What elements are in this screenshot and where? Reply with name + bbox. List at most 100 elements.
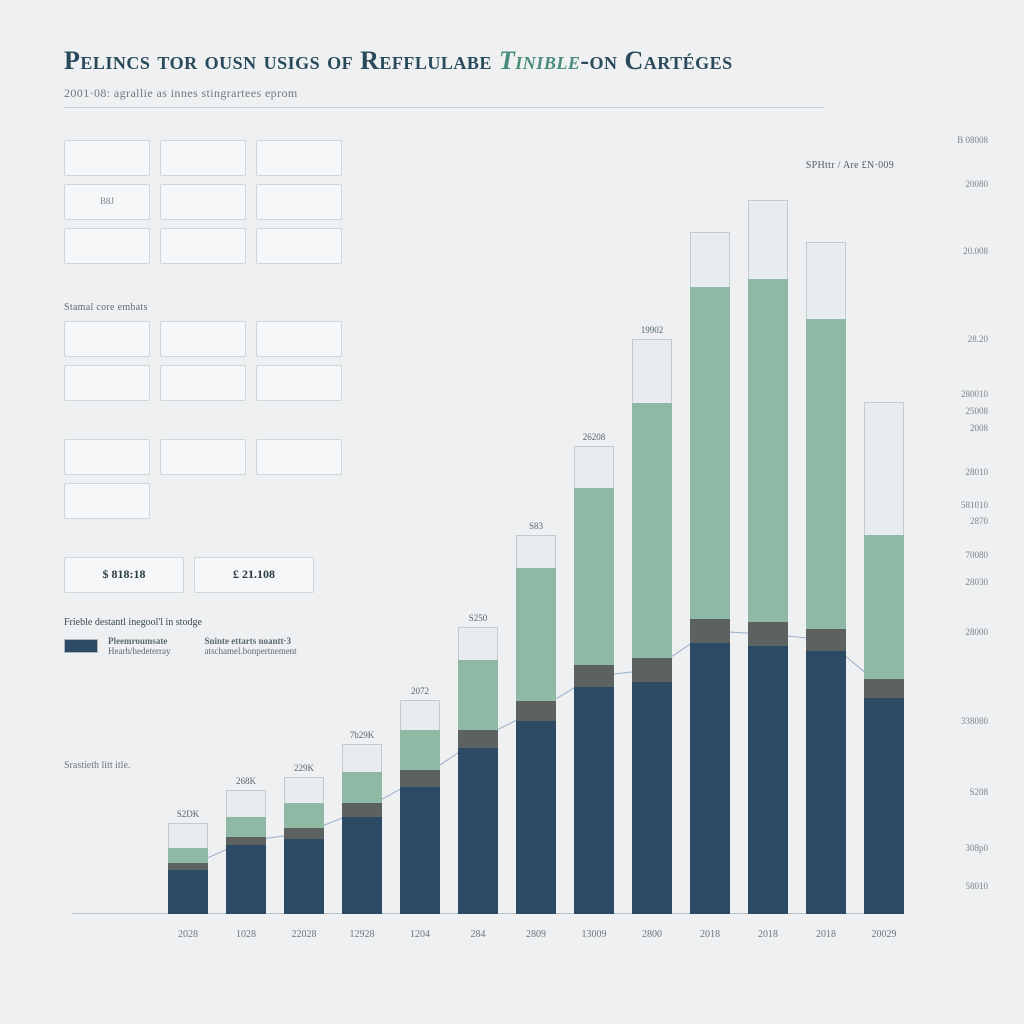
bar-segment: [748, 622, 788, 646]
bar: 229K22028: [284, 777, 324, 914]
x-axis-label: 2028: [156, 929, 220, 940]
bar-segment: [806, 651, 846, 914]
bar-value-label: S83: [512, 521, 560, 531]
bar-segment: [226, 845, 266, 914]
bar: 7b29K12928: [342, 744, 382, 914]
bar-cap: [516, 535, 556, 568]
bar-segment: [574, 488, 614, 665]
bar: 2620813009: [574, 446, 614, 914]
bar-cap: [632, 339, 672, 403]
bar-value-label: 2072: [396, 686, 444, 696]
bar-segment: [574, 665, 614, 687]
y-tick-label: 20080: [918, 179, 988, 189]
y-tick-label: 308p0: [918, 843, 988, 853]
y-tick-label: 20.008: [918, 246, 988, 256]
bar-segment: [690, 643, 730, 914]
bar-segment: [690, 287, 730, 619]
x-axis-label: 2018: [678, 929, 742, 940]
y-tick-label: 28000: [918, 627, 988, 637]
bar-cap: [284, 777, 324, 804]
bar-segment: [168, 848, 208, 863]
bar-segment: [400, 770, 440, 787]
y-tick-label: 58010: [918, 881, 988, 891]
bar-segment: [226, 837, 266, 846]
bar-cap: [864, 402, 904, 535]
bar-segment: [168, 870, 208, 914]
bar-cap: [806, 242, 846, 319]
bar-cap: [400, 700, 440, 731]
y-tick-label: 2008: [918, 423, 988, 433]
bar-segment: [864, 698, 904, 914]
bar-segment: [400, 730, 440, 770]
bar-segment: [806, 319, 846, 629]
bar: S2DK2028: [168, 823, 208, 914]
x-axis-label: 22028: [272, 929, 336, 940]
x-axis-label: 20029: [852, 929, 916, 940]
bar-segment: [458, 748, 498, 914]
bar-value-label: 19902: [628, 325, 676, 335]
x-axis-label: 12928: [330, 929, 394, 940]
chart-plot: S2DK2028268K1028229K220287b29K1292820721…: [72, 140, 904, 914]
bar-value-label: S2DK: [164, 809, 212, 819]
bar-value-label: 229K: [280, 763, 328, 773]
bar-segment: [284, 803, 324, 827]
bar-segment: [284, 828, 324, 839]
bar-cap: [574, 446, 614, 488]
bar-cap: [458, 627, 498, 660]
y-tick-label: 280010: [918, 389, 988, 399]
bar: 20721204: [400, 700, 440, 914]
title-part-a: Pelincs tor ousn usigs of Refflulabe: [64, 46, 499, 75]
x-axis-label: 13009: [562, 929, 626, 940]
bar-segment: [342, 772, 382, 803]
bar-segment: [690, 619, 730, 643]
y-axis: B 080082008020.00828.2028001025008200828…: [918, 140, 988, 914]
y-tick-label: B 08008: [918, 135, 988, 145]
bar-segment: [748, 279, 788, 622]
bar: S250284: [458, 627, 498, 914]
bar-segment: [226, 817, 266, 837]
x-axis-label: 2018: [736, 929, 800, 940]
bar: 2018: [748, 200, 788, 914]
bar: 2018: [690, 232, 730, 914]
y-tick-label: 28010: [918, 467, 988, 477]
bar-segment: [806, 629, 846, 651]
bar-segment: [516, 721, 556, 915]
chart-area: S2DK2028268K1028229K220287b29K1292820721…: [72, 140, 904, 954]
y-tick-label: 2870: [918, 516, 988, 526]
bar-segment: [342, 817, 382, 914]
title-divider: [64, 107, 824, 108]
x-axis-label: 2018: [794, 929, 858, 940]
y-tick-label: S208: [918, 787, 988, 797]
bar-segment: [574, 687, 614, 914]
y-tick-label: 28030: [918, 577, 988, 587]
bar-cap: [690, 232, 730, 287]
bar-segment: [864, 535, 904, 679]
bar-value-label: 26208: [570, 432, 618, 442]
y-tick-label: 70080: [918, 550, 988, 560]
y-tick-label: 28.20: [918, 334, 988, 344]
bar-segment: [400, 787, 440, 914]
page-title: Pelincs tor ousn usigs of Refflulabe Tin…: [64, 46, 972, 76]
bar-segment: [168, 863, 208, 870]
bar-cap: [226, 790, 266, 817]
bar-segment: [516, 568, 556, 701]
bar-segment: [516, 701, 556, 721]
bar-segment: [632, 403, 672, 657]
x-axis-label: 1204: [388, 929, 452, 940]
bar: 268K1028: [226, 790, 266, 914]
x-axis-label: 2809: [504, 929, 568, 940]
title-accent: Tinible: [499, 46, 580, 75]
bar-segment: [458, 730, 498, 748]
bar-segment: [458, 660, 498, 731]
bar-value-label: 7b29K: [338, 730, 386, 740]
bar-cap: [748, 200, 788, 280]
bar: S832809: [516, 535, 556, 914]
y-tick-label: 25008: [918, 406, 988, 416]
bar-segment: [748, 646, 788, 914]
bar: 20029: [864, 402, 904, 914]
title-part-b: -on Cartéges: [580, 46, 732, 75]
x-axis-label: 1028: [214, 929, 278, 940]
bar-segment: [864, 679, 904, 699]
bar-value-label: 268K: [222, 776, 270, 786]
bar-value-label: S250: [454, 613, 502, 623]
